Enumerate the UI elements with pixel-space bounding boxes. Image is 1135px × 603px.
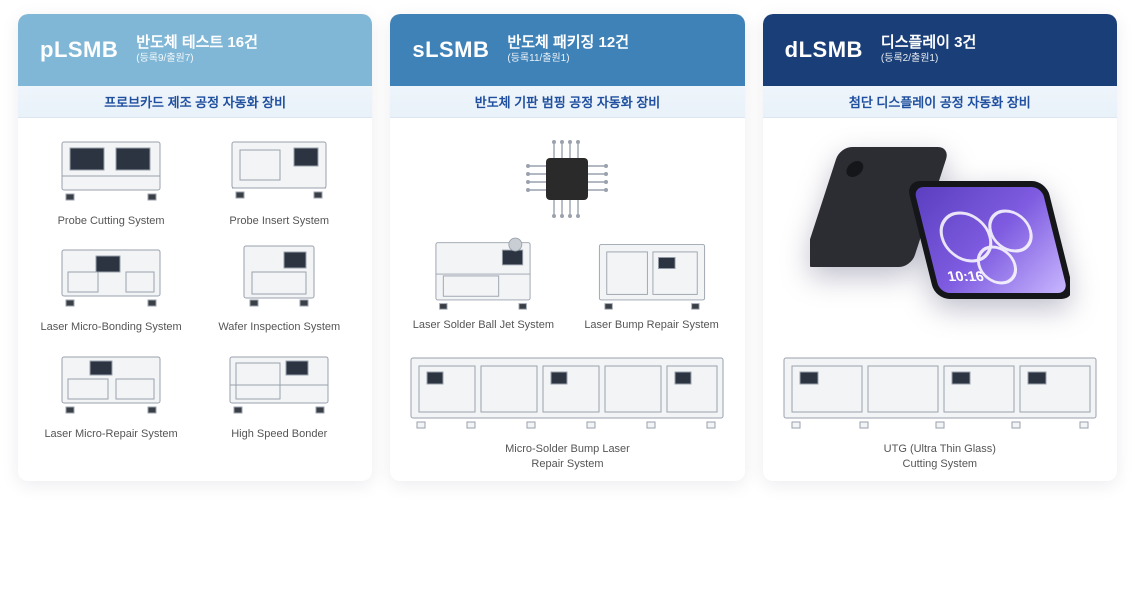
product-cell: High Speed Bonder	[200, 345, 358, 441]
tab-title-pre: 디스플레이	[881, 34, 954, 51]
product-cell: Probe Insert System	[200, 132, 358, 228]
chip-icon	[404, 138, 730, 222]
tab-dlsmb: dLSMB 디스플레이 3건 (등록2/출원1)	[763, 14, 1117, 86]
tab-code: dLSMB	[785, 37, 863, 63]
product-thumb	[51, 238, 171, 316]
col-slsmb: sLSMB 반도체 패키징 12건 (등록11/출원1) 반도체 기판 범핑 공…	[390, 14, 744, 481]
columns-wrap: pLSMB 반도체 테스트 16건 (등록9/출원7) 프로브카드 제조 공정 …	[0, 0, 1135, 491]
tab-title-bold: 12	[599, 34, 616, 51]
product-label: Laser Bump Repair System	[584, 318, 719, 332]
wide-product: Micro-Solder Bump Laser Repair System	[404, 342, 730, 471]
tab-title-suf: 건	[962, 34, 976, 51]
tab-slsmb: sLSMB 반도체 패키징 12건 (등록11/출원1)	[390, 14, 744, 86]
product-label: Laser Micro-Repair System	[44, 427, 177, 441]
product-cell: Laser Micro-Bonding System	[32, 238, 190, 334]
wide-product: UTG (Ultra Thin Glass) Cutting System	[777, 342, 1103, 471]
tab-sub: (등록11/출원1)	[507, 53, 629, 66]
tab-title: 디스플레이 3건	[881, 34, 976, 53]
product-label: Laser Solder Ball Jet System	[413, 318, 554, 332]
product-cell: Probe Cutting System	[32, 132, 190, 228]
product-thumb	[219, 132, 339, 210]
tab-title: 반도체 테스트 16건	[136, 34, 258, 53]
tab-titlebox: 반도체 테스트 16건 (등록9/출원7)	[136, 34, 258, 65]
svg-text:10:16: 10:16	[946, 269, 986, 285]
tab-sub: (등록9/출원7)	[136, 53, 258, 66]
product-label: Probe Insert System	[229, 214, 329, 228]
section-bar: 반도체 기판 범핑 공정 자동화 장비	[390, 86, 744, 118]
col-body: 10:16 UTG (Ultra Thin Glass) Cutting Sys…	[763, 118, 1117, 481]
tab-title-pre: 반도체 패키징	[507, 34, 598, 51]
col-body: Probe Cutting System Probe Insert System…	[18, 118, 372, 481]
tab-title-suf: 건	[615, 34, 629, 51]
product-grid: Probe Cutting System Probe Insert System…	[32, 132, 358, 441]
foldable-phone-illustration: 10:16	[777, 132, 1103, 332]
product-cell: Wafer Inspection System	[200, 238, 358, 334]
product-grid: Laser Solder Ball Jet System Laser Bump …	[404, 236, 730, 332]
tab-titlebox: 반도체 패키징 12건 (등록11/출원1)	[507, 34, 629, 65]
product-label: Wafer Inspection System	[218, 320, 340, 334]
product-thumb	[423, 236, 543, 314]
product-thumb	[219, 238, 339, 316]
product-thumb	[51, 132, 171, 210]
section-bar: 프로브카드 제조 공정 자동화 장비	[18, 86, 372, 118]
col-dlsmb: dLSMB 디스플레이 3건 (등록2/출원1) 첨단 디스플레이 공정 자동화…	[763, 14, 1117, 481]
tab-title-suf: 건	[244, 34, 258, 51]
tab-title-pre: 반도체 테스트	[136, 34, 227, 51]
col-plsmb: pLSMB 반도체 테스트 16건 (등록9/출원7) 프로브카드 제조 공정 …	[18, 14, 372, 481]
section-bar: 첨단 디스플레이 공정 자동화 장비	[763, 86, 1117, 118]
product-cell: Laser Micro-Repair System	[32, 345, 190, 441]
tab-title: 반도체 패키징 12건	[507, 34, 629, 53]
tab-code: sLSMB	[412, 37, 489, 63]
tab-sub: (등록2/출원1)	[881, 53, 976, 66]
tab-code: pLSMB	[40, 37, 118, 63]
tab-titlebox: 디스플레이 3건 (등록2/출원1)	[881, 34, 976, 65]
product-cell: Laser Solder Ball Jet System	[404, 236, 562, 332]
product-label: Micro-Solder Bump Laser Repair System	[492, 442, 642, 471]
product-thumb	[592, 236, 712, 314]
product-label: Laser Micro-Bonding System	[40, 320, 181, 334]
product-thumb	[219, 345, 339, 423]
product-cell: Laser Bump Repair System	[572, 236, 730, 332]
product-thumb	[51, 345, 171, 423]
product-label: UTG (Ultra Thin Glass) Cutting System	[865, 442, 1015, 471]
product-label: Probe Cutting System	[58, 214, 165, 228]
col-body: Laser Solder Ball Jet System Laser Bump …	[390, 118, 744, 481]
product-thumb	[404, 342, 730, 438]
tab-plsmb: pLSMB 반도체 테스트 16건 (등록9/출원7)	[18, 14, 372, 86]
tab-title-bold: 16	[227, 34, 244, 51]
product-thumb	[777, 342, 1103, 438]
product-label: High Speed Bonder	[231, 427, 327, 441]
